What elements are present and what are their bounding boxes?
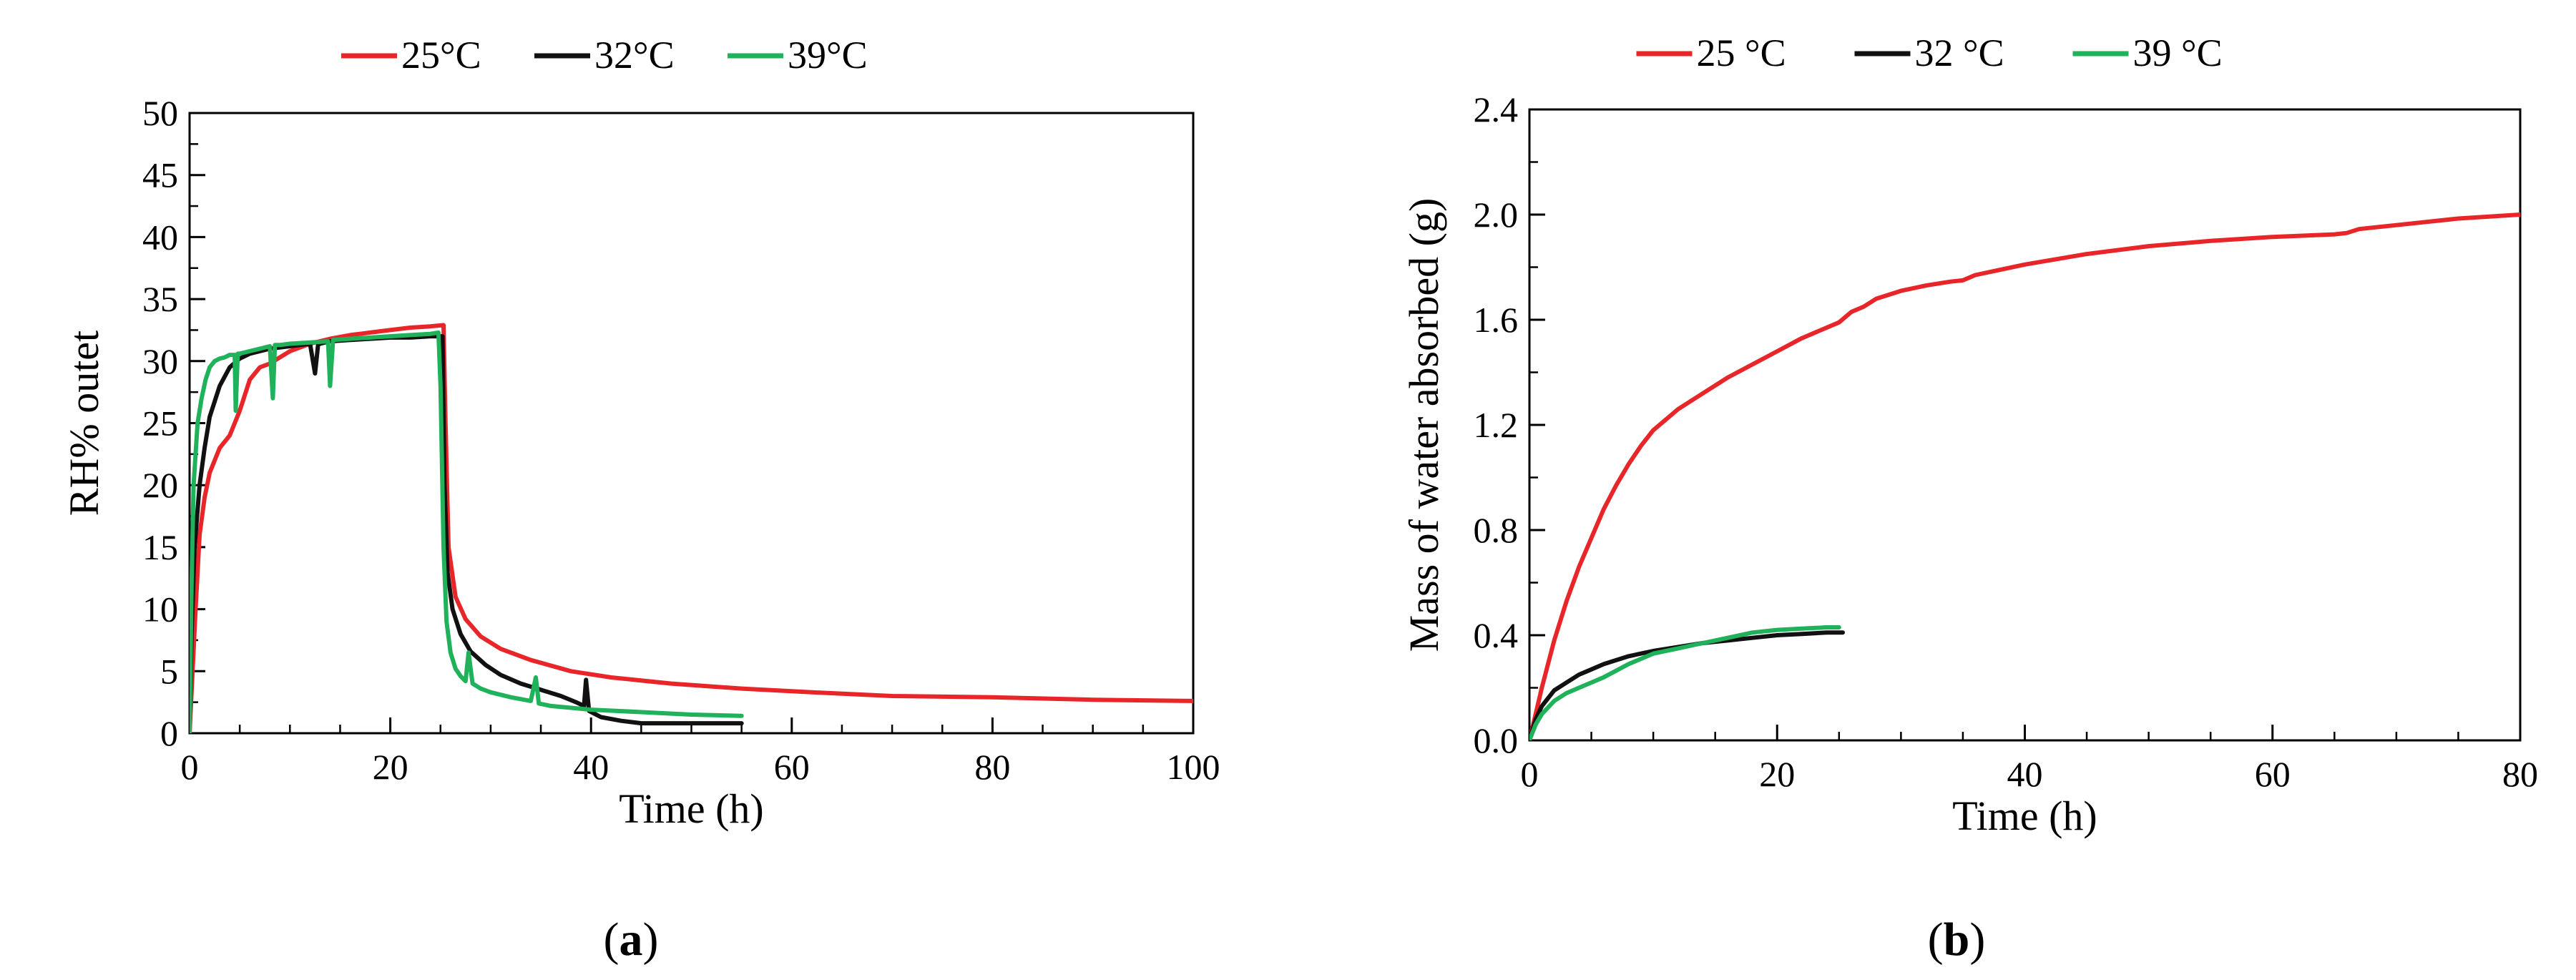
series-line-39c bbox=[1529, 625, 1841, 740]
y-tick-label: 10 bbox=[142, 589, 178, 629]
y-tick-label: 15 bbox=[142, 527, 178, 567]
x-tick-label: 40 bbox=[2007, 754, 2043, 794]
plot-frame bbox=[188, 112, 1195, 735]
x-tick-label: 60 bbox=[2255, 754, 2291, 794]
y-tick-label: 25 bbox=[142, 403, 178, 444]
x-tick-label: 100 bbox=[1167, 747, 1220, 787]
series-line-32c bbox=[190, 334, 744, 733]
series-line-25c bbox=[1529, 212, 2520, 740]
legend-label: 39°C bbox=[788, 34, 868, 77]
y-tick-label: 0.8 bbox=[1474, 510, 1519, 550]
y-tick-label: 35 bbox=[142, 279, 178, 319]
x-tick-label: 20 bbox=[1759, 754, 1795, 794]
x-tick-label: 0 bbox=[181, 747, 199, 787]
legend-label: 32 °C bbox=[1915, 31, 2004, 74]
panel-a: 0 5 10 15 20 25 30 35 40 45 50 0 20 40 60 80 100 Time (h)… bbox=[61, 34, 1220, 966]
series-line-25c bbox=[190, 323, 1193, 733]
x-tick-label: 20 bbox=[373, 747, 408, 787]
x-tick-label: 80 bbox=[974, 747, 1010, 787]
x-tick-label: 40 bbox=[573, 747, 609, 787]
y-tick-label: 5 bbox=[160, 651, 178, 691]
y-tick-label: 20 bbox=[142, 465, 178, 505]
panel-caption: (a) bbox=[604, 913, 659, 966]
x-axis-title: Time (h) bbox=[1952, 793, 2097, 839]
legend-label: 25°C bbox=[401, 34, 481, 77]
panel-b: 0.0 0.4 0.8 1.2 1.6 2.0 2.4 0 20 40 60 80 Time (h) Ma… bbox=[1401, 31, 2538, 966]
y-tick-label: 2.4 bbox=[1474, 89, 1519, 129]
y-tick-label: 0.0 bbox=[1474, 720, 1519, 760]
series-line-32c bbox=[1529, 630, 1845, 740]
series-line-39c bbox=[190, 330, 744, 733]
legend-label: 39 °C bbox=[2133, 31, 2223, 74]
panel-caption: (b) bbox=[1928, 913, 1986, 966]
x-tick-label: 0 bbox=[1521, 754, 1539, 794]
y-tick-label: 1.6 bbox=[1474, 300, 1519, 340]
panel-caption-letter: b bbox=[1944, 913, 1970, 966]
legend-label: 25 °C bbox=[1697, 31, 1786, 74]
y-tick-label: 1.2 bbox=[1474, 405, 1519, 445]
y-tick-label: 30 bbox=[142, 341, 178, 381]
legend-label: 32°C bbox=[594, 34, 675, 77]
panel-caption-letter: a bbox=[619, 913, 643, 966]
y-tick-label: 0.4 bbox=[1474, 615, 1519, 655]
x-tick-label: 80 bbox=[2502, 754, 2538, 794]
y-axis-title: Mass of water absorbed (g) bbox=[1401, 198, 1447, 652]
y-tick-label: 50 bbox=[142, 93, 178, 133]
y-tick-label: 45 bbox=[142, 155, 178, 195]
x-tick-label: 60 bbox=[774, 747, 810, 787]
y-tick-label: 0 bbox=[160, 713, 178, 753]
y-tick-label: 40 bbox=[142, 217, 178, 257]
y-tick-label: 2.0 bbox=[1474, 195, 1519, 235]
x-axis-title: Time (h) bbox=[619, 785, 764, 832]
y-axis-title: RH% outet bbox=[61, 330, 107, 516]
